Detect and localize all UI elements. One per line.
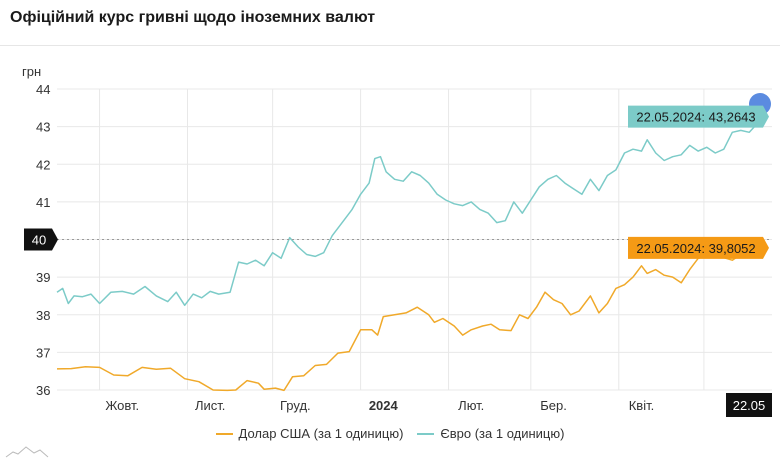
x-tick-label: Лют.	[458, 398, 484, 413]
x-tick-label: Жовт.	[105, 398, 139, 413]
y-tick-label: 36	[36, 383, 50, 398]
chart-title: Офіційний курс гривні щодо іноземних вал…	[10, 9, 376, 26]
end-date-label: 22.05	[733, 398, 766, 413]
title-divider	[0, 45, 780, 46]
usd-end-label: 22.05.2024: 39,8052	[636, 241, 755, 256]
crosshair-value-label: 40	[32, 233, 46, 248]
legend: Долар США (за 1 одиницю) Євро (за 1 один…	[0, 426, 780, 441]
chart-logo-icon	[5, 446, 49, 458]
legend-label-eur: Євро (за 1 одиницю)	[440, 426, 565, 441]
y-tick-label: 38	[36, 308, 50, 323]
y-tick-label: 42	[36, 157, 50, 172]
x-axis: Жовт. Лист. Груд. 2024 Лют. Бер. Квіт.	[105, 398, 654, 413]
y-tick-label: 37	[36, 345, 50, 360]
legend-label-usd: Долар США (за 1 одиницю)	[238, 426, 404, 441]
usd-end-label-box	[628, 236, 769, 259]
legend-item-usd[interactable]: Долар США (за 1 одиницю)	[215, 426, 404, 441]
x-tick-label: 2024	[369, 398, 399, 413]
series-lines	[56, 116, 765, 392]
end-date-box	[726, 393, 772, 417]
legend-swatch-eur	[417, 432, 435, 435]
eur-end-label: 22.05.2024: 43,2643	[636, 110, 755, 125]
x-tick-label: Бер.	[540, 398, 567, 413]
legend-item-eur[interactable]: Євро (за 1 одиницю)	[417, 426, 564, 441]
end-labels: 22.05.2024: 43,2643 22.05.2024: 39,8052	[628, 93, 771, 259]
x-tick-label: Квіт.	[629, 398, 655, 413]
x-tick-label: Груд.	[280, 398, 311, 413]
y-axis-label: грн	[22, 64, 41, 79]
y-tick-label: 43	[36, 120, 50, 135]
y-tick-label: 41	[36, 195, 50, 210]
y-tick-label: 39	[36, 270, 50, 285]
line-chart[interactable]: 36 37 38 39 40 41 42 43 44 грн Жовт. Лист. Груд. 20…	[0, 0, 780, 420]
legend-swatch-usd	[215, 432, 233, 435]
crosshair-value-box	[24, 228, 58, 251]
series-line-usd	[56, 246, 764, 392]
y-tick-label: 44	[36, 82, 50, 97]
series-line-eur	[56, 116, 765, 307]
x-tick-label: Лист.	[195, 398, 225, 413]
eur-end-label-box	[628, 105, 769, 128]
